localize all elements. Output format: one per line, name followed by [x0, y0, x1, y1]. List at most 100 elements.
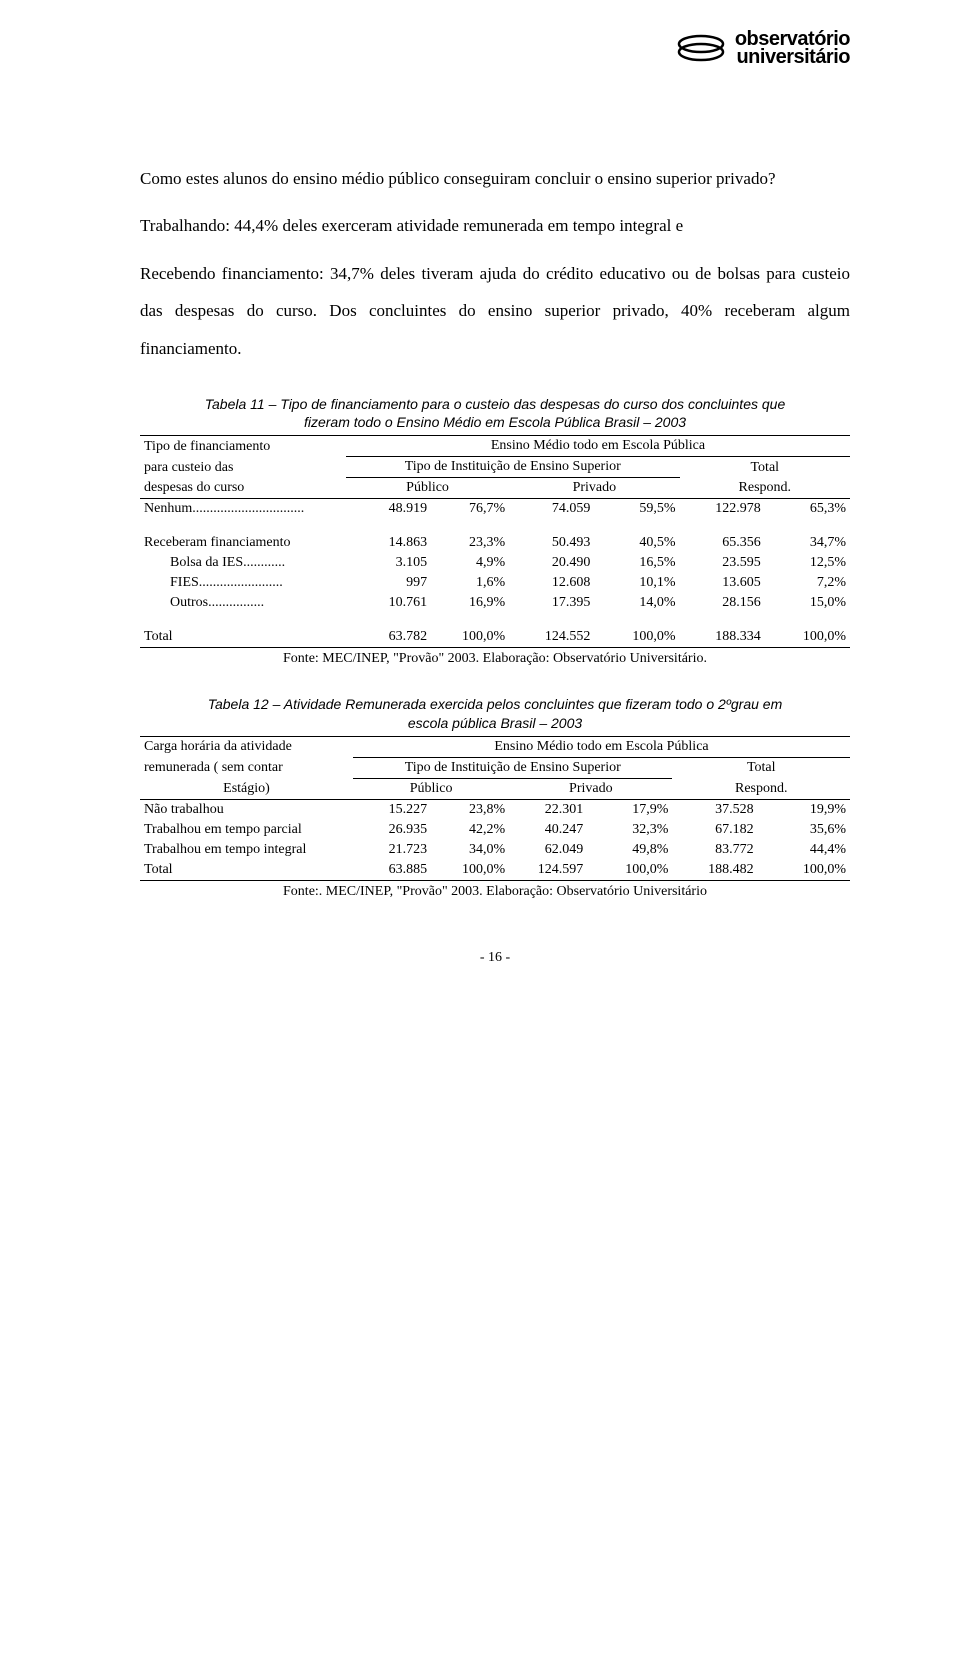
col-header: Privado	[509, 478, 679, 499]
table11-caption: Tabela 11 – Tipo de financiamento para o…	[140, 395, 850, 431]
caption-line: escola pública Brasil – 2003	[408, 715, 582, 731]
cell: 13.605	[680, 573, 765, 593]
logo-text: observatório universitário	[735, 30, 850, 66]
cell: 17,9%	[587, 799, 672, 820]
paragraph-3: Recebendo financiamento: 34,7% deles tiv…	[140, 255, 850, 367]
cell: 65.356	[680, 533, 765, 553]
caption-line: Tabela 12 – Atividade Remunerada exercid…	[208, 696, 783, 712]
cell: 16,5%	[594, 553, 679, 573]
row-header: remunerada ( sem contar	[140, 757, 353, 778]
page-number: - 16 -	[140, 950, 850, 966]
table-row: Total 63.782 100,0% 124.552 100,0% 188.3…	[140, 627, 850, 648]
cell: 23,8%	[431, 799, 509, 820]
cell: 15,0%	[765, 593, 850, 613]
cell: 23,3%	[431, 533, 509, 553]
cell: 997	[346, 573, 431, 593]
cell: 21.723	[353, 840, 431, 860]
cell: 10.761	[346, 593, 431, 613]
cell: 100,0%	[758, 860, 850, 881]
cell: 100,0%	[594, 627, 679, 648]
cell: 188.482	[672, 860, 757, 881]
col-header: Público	[353, 778, 509, 799]
table-11: Tipo de financiamento Ensino Médio todo …	[140, 435, 850, 648]
row-header: Tipo de financiamento	[140, 436, 346, 457]
col-header: Tipo de Instituição de Ensino Superior	[346, 457, 680, 478]
cell: 62.049	[509, 840, 587, 860]
caption-line: fizeram todo o Ensino Médio em Escola Pú…	[304, 414, 686, 430]
cell: Bolsa da IES............	[140, 553, 346, 573]
cell: 83.772	[672, 840, 757, 860]
cell: FIES........................	[140, 573, 346, 593]
cell: 35,6%	[758, 820, 850, 840]
cell: 63.782	[346, 627, 431, 648]
row-header: despesas do curso	[140, 478, 346, 499]
cell: 14.863	[346, 533, 431, 553]
cell: 48.919	[346, 499, 431, 520]
row-header: para custeio das	[140, 457, 346, 478]
col-header: Privado	[509, 778, 672, 799]
cell: 1,6%	[431, 573, 509, 593]
cell: 122.978	[680, 499, 765, 520]
paragraph-2: Trabalhando: 44,4% deles exerceram ativi…	[140, 207, 850, 244]
body-text: Como estes alunos do ensino médio públic…	[140, 160, 850, 367]
cell: 76,7%	[431, 499, 509, 520]
table-row: Receberam financiamento 14.863 23,3% 50.…	[140, 533, 850, 553]
col-header: Ensino Médio todo em Escola Pública	[346, 436, 850, 457]
table-row: Outros................ 10.761 16,9% 17.3…	[140, 593, 850, 613]
cell: 19,9%	[758, 799, 850, 820]
col-header: Respond.	[680, 478, 850, 499]
col-header: Ensino Médio todo em Escola Pública	[353, 736, 850, 757]
cell: 65,3%	[765, 499, 850, 520]
cell: 37.528	[672, 799, 757, 820]
cell: 63.885	[353, 860, 431, 881]
cell: 100,0%	[431, 860, 509, 881]
table12-source: Fonte:. MEC/INEP, "Provão" 2003. Elabora…	[140, 884, 850, 900]
cell: 44,4%	[758, 840, 850, 860]
table-row: Trabalhou em tempo integral 21.723 34,0%…	[140, 840, 850, 860]
cell: Total	[140, 627, 346, 648]
table12-caption: Tabela 12 – Atividade Remunerada exercid…	[140, 695, 850, 731]
cell: 20.490	[509, 553, 594, 573]
cell: 124.597	[509, 860, 587, 881]
cell: Não trabalhou	[140, 799, 353, 820]
cell: 100,0%	[765, 627, 850, 648]
cell: 124.552	[509, 627, 594, 648]
paragraph-1: Como estes alunos do ensino médio públic…	[140, 160, 850, 197]
cell: 32,3%	[587, 820, 672, 840]
cell: 7,2%	[765, 573, 850, 593]
table-12: Carga horária da atividade Ensino Médio …	[140, 736, 850, 881]
cell: 34,7%	[765, 533, 850, 553]
cell: 100,0%	[587, 860, 672, 881]
cell: 50.493	[509, 533, 594, 553]
cell: Outros................	[140, 593, 346, 613]
table-row: Trabalhou em tempo parcial 26.935 42,2% …	[140, 820, 850, 840]
table-row: Total 63.885 100,0% 124.597 100,0% 188.4…	[140, 860, 850, 881]
cell: 26.935	[353, 820, 431, 840]
cell: 188.334	[680, 627, 765, 648]
table-row: Não trabalhou 15.227 23,8% 22.301 17,9% …	[140, 799, 850, 820]
table-row: Bolsa da IES............ 3.105 4,9% 20.4…	[140, 553, 850, 573]
col-header: Total	[680, 457, 850, 478]
col-header: Respond.	[672, 778, 850, 799]
table-row: FIES........................ 997 1,6% 12…	[140, 573, 850, 593]
logo-line2: universitário	[735, 48, 850, 66]
cell: 34,0%	[431, 840, 509, 860]
cell: 17.395	[509, 593, 594, 613]
cell: 67.182	[672, 820, 757, 840]
table-row: Nenhum................................ 4…	[140, 499, 850, 520]
cell: 4,9%	[431, 553, 509, 573]
cell: Total	[140, 860, 353, 881]
row-header: Estágio)	[140, 778, 353, 799]
cell: 12,5%	[765, 553, 850, 573]
cell: 23.595	[680, 553, 765, 573]
cell: 15.227	[353, 799, 431, 820]
cell: 22.301	[509, 799, 587, 820]
cell: 16,9%	[431, 593, 509, 613]
cell: 28.156	[680, 593, 765, 613]
cell: Nenhum................................	[140, 499, 346, 520]
cell: Trabalhou em tempo integral	[140, 840, 353, 860]
cell: 49,8%	[587, 840, 672, 860]
cell: 14,0%	[594, 593, 679, 613]
caption-line: Tabela 11 – Tipo de financiamento para o…	[205, 396, 785, 412]
cell: 3.105	[346, 553, 431, 573]
